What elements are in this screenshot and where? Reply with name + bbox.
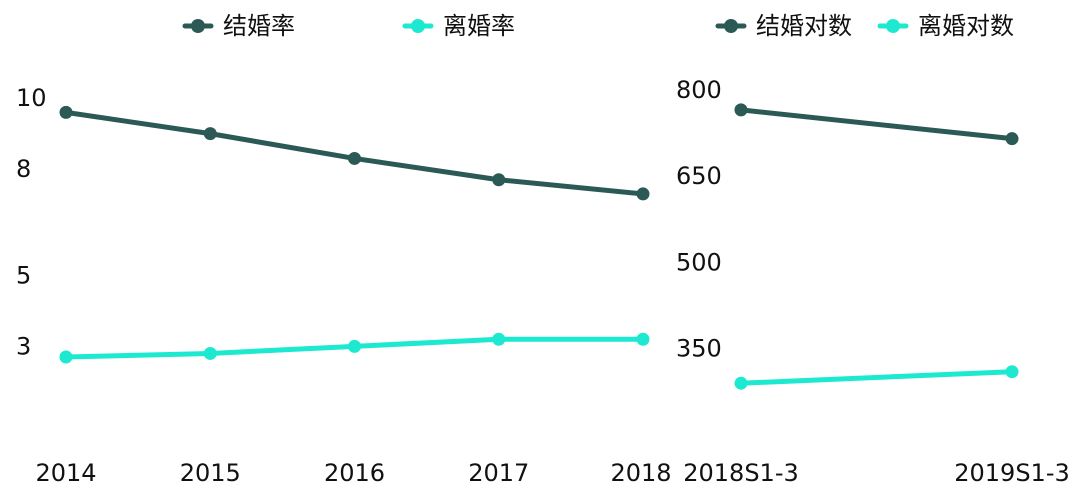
data-point — [734, 103, 748, 117]
y-tick-label: 800 — [676, 76, 722, 104]
line-chart-1: 10 8 5 3 2014 2015 2016 2017 2018 结婚率 离婚率 — [16, 12, 672, 486]
data-point — [734, 376, 748, 390]
series-line — [738, 107, 1015, 142]
legend-swatch-marker — [724, 19, 738, 33]
data-point — [636, 332, 650, 346]
y-tick-label: 350 — [676, 335, 722, 363]
data-point — [492, 173, 506, 187]
y-tick-label: 650 — [676, 162, 722, 190]
series-line — [738, 369, 1015, 386]
y-tick-label: 500 — [676, 248, 722, 276]
x-category-label: 2015 — [180, 459, 241, 486]
data-point — [203, 127, 217, 141]
legend-label: 离婚对数 — [918, 12, 1014, 40]
legend-label: 离婚率 — [443, 12, 515, 40]
x-category-label: 2017 — [468, 459, 529, 486]
data-point — [1005, 365, 1019, 379]
y-tick-label: 10 — [16, 84, 47, 112]
data-point — [203, 346, 217, 360]
data-point — [59, 350, 73, 364]
x-category-label: 2018 — [610, 459, 671, 486]
x-category-label: 2019S1-3 — [954, 459, 1070, 486]
x-category-label: 2014 — [35, 459, 96, 486]
legend-label: 结婚对数 — [756, 12, 852, 40]
legend-swatch-marker — [191, 19, 205, 33]
y-tick-label: 3 — [16, 332, 31, 360]
legend-swatch-marker — [411, 19, 425, 33]
data-point — [348, 339, 361, 353]
x-category-label: 2018S1-3 — [683, 459, 799, 486]
data-point — [492, 332, 506, 346]
data-point — [636, 187, 650, 201]
x-category-label: 2016 — [324, 459, 385, 486]
line-chart-2: 800 650 500 350 2018S1-3 2019S1-3 结婚对数 离婚对数 — [676, 12, 1070, 486]
y-tick-label: 8 — [16, 155, 31, 183]
data-point — [348, 151, 361, 165]
data-point — [59, 105, 73, 119]
legend-label: 结婚率 — [223, 12, 295, 40]
legend-swatch-marker — [886, 19, 900, 33]
data-point — [1005, 132, 1019, 146]
y-tick-label: 5 — [16, 261, 31, 289]
